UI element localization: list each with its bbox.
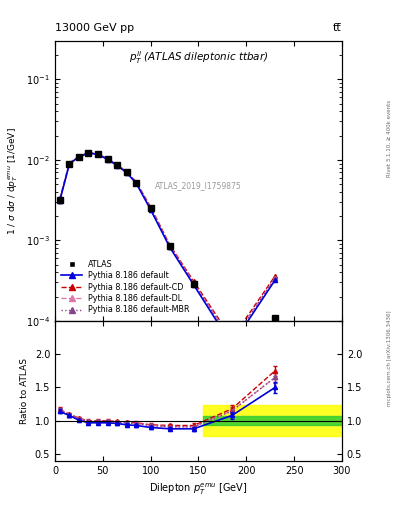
Text: tt̅: tt̅ xyxy=(333,23,342,33)
Bar xyxy=(203,416,342,425)
Text: $p_T^{ll}$ (ATLAS dileptonic ttbar): $p_T^{ll}$ (ATLAS dileptonic ttbar) xyxy=(129,49,268,66)
Y-axis label: 1 / $\sigma$ d$\sigma$ / d$p_T^{emu}$ [1/GeV]: 1 / $\sigma$ d$\sigma$ / d$p_T^{emu}$ [1… xyxy=(7,127,20,235)
Bar xyxy=(203,406,342,436)
Text: 13000 GeV pp: 13000 GeV pp xyxy=(55,23,134,33)
Legend: ATLAS, Pythia 8.186 default, Pythia 8.186 default-CD, Pythia 8.186 default-DL, P: ATLAS, Pythia 8.186 default, Pythia 8.18… xyxy=(59,258,192,317)
Text: Rivet 3.1.10, ≥ 400k events: Rivet 3.1.10, ≥ 400k events xyxy=(387,100,392,177)
Text: ATLAS_2019_I1759875: ATLAS_2019_I1759875 xyxy=(155,181,242,190)
Y-axis label: Ratio to ATLAS: Ratio to ATLAS xyxy=(20,358,29,424)
Text: mcplots.cern.ch [arXiv:1306.3436]: mcplots.cern.ch [arXiv:1306.3436] xyxy=(387,311,392,406)
X-axis label: Dilepton $p_T^{emu}$ [GeV]: Dilepton $p_T^{emu}$ [GeV] xyxy=(149,481,248,497)
